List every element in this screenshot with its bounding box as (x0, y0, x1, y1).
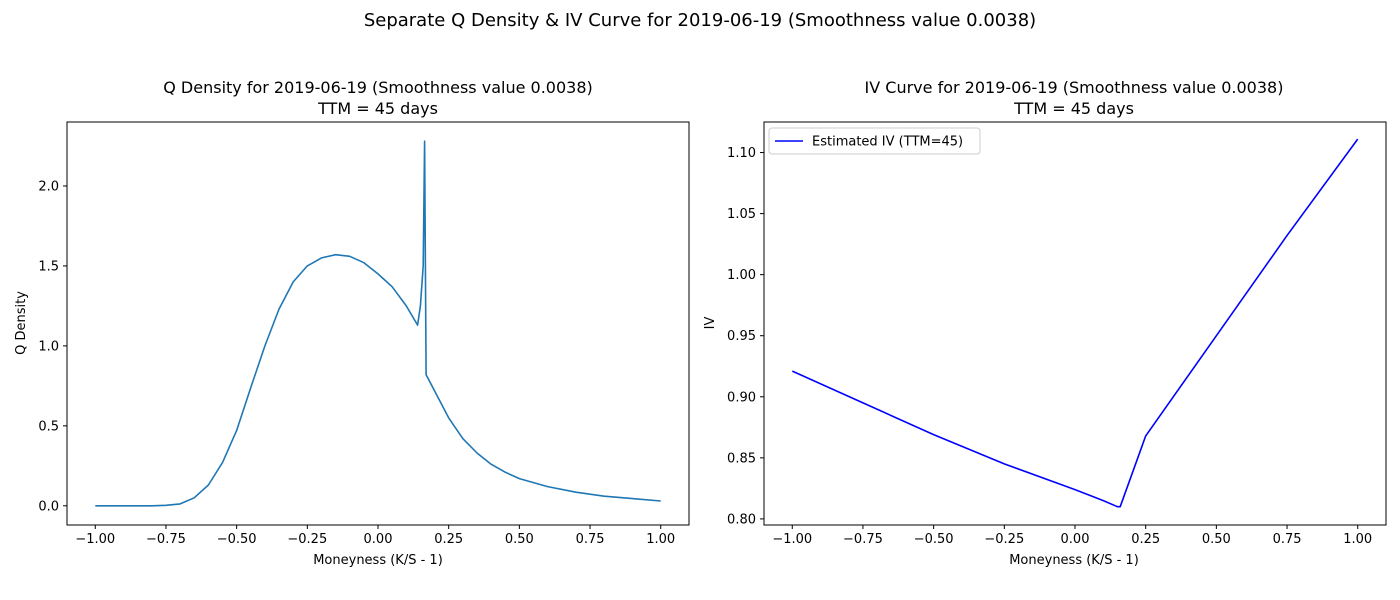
y-tick-label-iv-curve: 1.00 (727, 268, 756, 283)
x-tick-label-q-density: −0.50 (217, 532, 257, 547)
x-tick-label-q-density: −0.25 (287, 532, 327, 547)
chart-title-iv-curve: IV Curve for 2019-06-19 (Smoothness valu… (865, 78, 1284, 97)
x-tick-label-iv-curve: 1.00 (1343, 532, 1372, 547)
axes-frame-iv-curve (763, 121, 1387, 526)
y-tick-label-q-density: 0.5 (38, 419, 59, 434)
y-tick-label-q-density: 0.0 (38, 499, 59, 514)
series-line-iv-curve-0 (791, 138, 1359, 508)
series-line-q-density-0 (95, 140, 661, 507)
x-tick-label-q-density: 1.00 (646, 532, 675, 547)
y-tick-label-q-density: 1.0 (38, 339, 59, 354)
chart-subtitle-q-density: TTM = 45 days (317, 99, 438, 118)
plot-area-iv-curve: −1.00 −0.75 −0.50 −0.25 0.00 0.25 0.50 0.75 1.00… (727, 121, 1387, 547)
legend-box-iv-curve (768, 127, 981, 155)
x-tick-label-iv-curve: −1.00 (772, 532, 812, 547)
x-axis-label-iv-curve: Moneyness (K/S - 1) (1009, 553, 1139, 568)
x-tick-label-iv-curve: 0.75 (1273, 532, 1302, 547)
x-tick-label-q-density: 0.25 (434, 532, 463, 547)
y-tick-label-q-density: 2.0 (38, 179, 59, 194)
x-tick-label-q-density: 0.75 (576, 532, 605, 547)
legend-iv-curve: Estimated IV (TTM=45) (768, 127, 981, 155)
x-tick-label-iv-curve: −0.25 (984, 532, 1024, 547)
y-axis-label-iv-curve: IV (703, 317, 718, 330)
legend-label-iv-curve: Estimated IV (TTM=45) (812, 135, 963, 150)
x-tick-label-iv-curve: 0.25 (1131, 532, 1160, 547)
y-tick-label-iv-curve: 1.05 (727, 207, 756, 222)
x-tick-label-q-density: 0.00 (364, 532, 393, 547)
x-tick-label-q-density: −1.00 (75, 532, 115, 547)
chart-title-q-density: Q Density for 2019-06-19 (Smoothness val… (163, 78, 592, 97)
plot-area-q-density: −1.00 −0.75 −0.50 −0.25 0.00 0.25 0.50 0.75 1.00… (38, 121, 690, 547)
x-axis-label-q-density: Moneyness (K/S - 1) (313, 553, 443, 568)
x-tick-label-iv-curve: 0.00 (1061, 532, 1090, 547)
x-tick-label-iv-curve: 0.50 (1202, 532, 1231, 547)
x-tick-label-q-density: 0.50 (505, 532, 534, 547)
y-tick-label-iv-curve: 0.85 (727, 451, 756, 466)
x-tick-label-q-density: −0.75 (146, 532, 186, 547)
axes-frame-q-density (66, 121, 690, 526)
figure-suptitle: Separate Q Density & IV Curve for 2019-0… (364, 10, 1036, 31)
x-tick-label-iv-curve: −0.50 (914, 532, 954, 547)
x-tick-label-iv-curve: −0.75 (843, 532, 883, 547)
y-tick-label-iv-curve: 0.80 (727, 512, 756, 527)
y-tick-label-q-density: 1.5 (38, 259, 59, 274)
y-tick-label-iv-curve: 1.10 (727, 146, 756, 161)
y-tick-label-iv-curve: 0.90 (727, 390, 756, 405)
chart-panel-q-density: Q Density for 2019-06-19 (Smoothness val… (14, 78, 690, 568)
chart-subtitle-iv-curve: TTM = 45 days (1013, 99, 1134, 118)
chart-panel-iv-curve: IV Curve for 2019-06-19 (Smoothness valu… (703, 78, 1387, 568)
y-tick-label-iv-curve: 0.95 (727, 329, 756, 344)
y-axis-label-q-density: Q Density (14, 291, 29, 355)
